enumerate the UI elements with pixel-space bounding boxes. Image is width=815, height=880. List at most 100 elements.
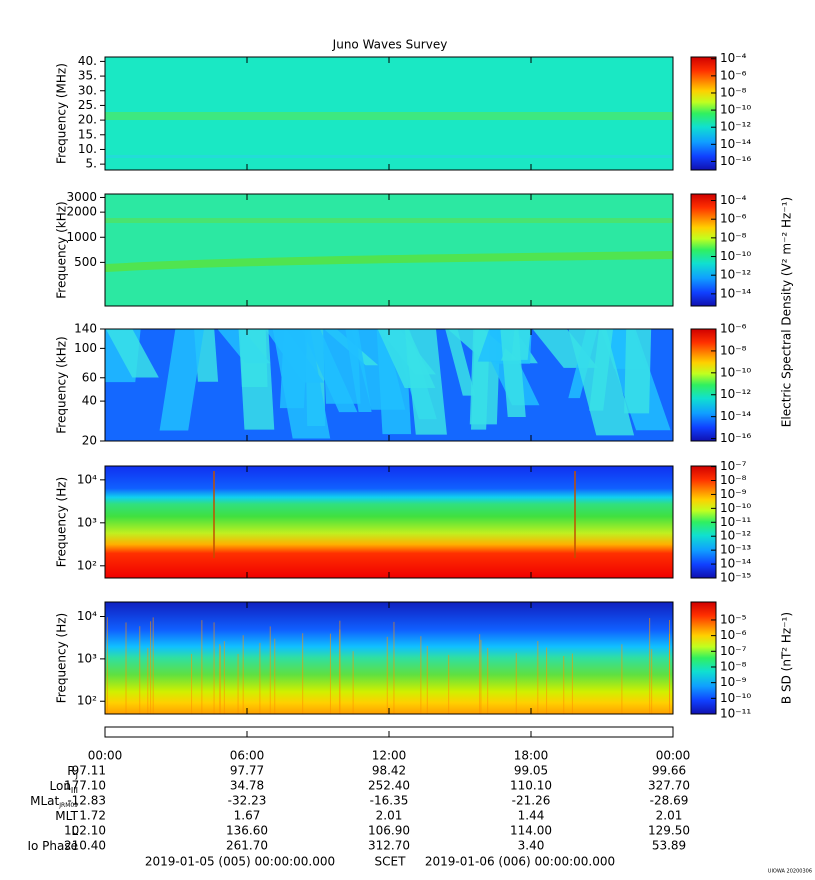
- y-tick-label: 10²: [77, 558, 97, 572]
- colorbar-tick-label: 10⁻¹⁰: [720, 501, 751, 515]
- x-tick-label: 06:00: [230, 749, 265, 763]
- colorbar-tick-label: 10⁻¹²: [720, 120, 751, 134]
- colorbar-label: Electric Spectral Density (V² m⁻² Hz⁻¹): [780, 197, 794, 427]
- spectrogram: [105, 329, 673, 441]
- ephemeris-label-text: Lon: [50, 779, 71, 793]
- chart-title: Juno Waves Survey: [332, 38, 448, 52]
- spectrum-bg: [105, 602, 673, 714]
- colorbar-tick-label: 10⁻¹¹: [720, 515, 751, 529]
- colorbar-tick-label: 10⁻⁶: [720, 322, 747, 336]
- colorbar: [690, 601, 717, 715]
- y-tick-label: 2000: [66, 205, 97, 219]
- ephemeris-value: 3.40: [518, 839, 545, 853]
- y-tick-label: 3000: [66, 190, 97, 204]
- spectrum-patch: [345, 329, 372, 413]
- colorbar-tick-label: 10⁻⁴: [720, 193, 747, 207]
- ephemeris-value: -16.35: [370, 794, 409, 808]
- spectrum-patch: [238, 329, 275, 430]
- spectrogram: [105, 466, 673, 578]
- ephemeris-value: 114.00: [510, 824, 552, 838]
- colorbar-tick-label: 10⁻¹⁴: [720, 409, 751, 423]
- y-tick-label: 10²: [77, 694, 97, 708]
- colorbar-tick-label: 10⁻¹²: [720, 387, 751, 401]
- colorbar-tick-label: 10⁻¹⁵: [720, 571, 751, 585]
- ephemeris-value: -21.26: [512, 794, 551, 808]
- y-axis-label: Frequency (Hz): [55, 613, 69, 704]
- ephemeris-label: RJ: [67, 764, 78, 780]
- ephemeris-value: 2.01: [376, 809, 403, 823]
- y-tick-label: 60: [82, 370, 97, 384]
- colorbar-tick-label: 10⁻⁸: [720, 230, 747, 244]
- spectrum-band: [105, 218, 673, 223]
- colorbar-tick-label: 10⁻⁴: [720, 51, 747, 65]
- y-axis-label: Frequency (MHz): [55, 63, 69, 164]
- y-tick-label: 10.: [78, 142, 97, 156]
- y-tick-label: 1000: [66, 230, 97, 244]
- ephemeris-value: 99.05: [514, 764, 548, 778]
- spectrogram: [105, 602, 673, 714]
- colorbar-tick-label: 10⁻¹⁴: [720, 137, 751, 151]
- colorbar-tick-label: 10⁻¹⁰: [720, 365, 751, 379]
- y-tick-label: 5.: [86, 157, 97, 171]
- spectrum-band: [105, 155, 673, 158]
- y-tick-label: 35.: [78, 69, 97, 83]
- colorbar-tick-label: 10⁻¹⁴: [720, 286, 751, 300]
- ephemeris-value: 102.10: [64, 824, 106, 838]
- colorbar-tick-label: 10⁻⁶: [720, 628, 747, 642]
- ephemeris-value: 312.70: [368, 839, 410, 853]
- y-tick-label: 140: [74, 322, 97, 336]
- colorbar-tick-label: 10⁻¹⁶: [720, 431, 751, 445]
- colorbar-tick-label: 10⁻⁹: [720, 675, 747, 689]
- colorbar-tick-label: 10⁻⁸: [720, 343, 747, 357]
- colorbar-tick-label: 10⁻¹²: [720, 268, 751, 282]
- ephemeris-value: -12.83: [67, 794, 106, 808]
- ephemeris-value: 34.78: [230, 779, 264, 793]
- colorbar: [690, 328, 717, 442]
- y-tick-label: 10⁴: [77, 472, 97, 486]
- ephemeris-value: 53.89: [652, 839, 686, 853]
- spectrum-patch: [589, 329, 614, 411]
- y-tick-label: 10³: [77, 651, 97, 665]
- colorbar-tick-label: 10⁻⁸: [720, 659, 747, 673]
- ephemeris-value: 129.50: [648, 824, 690, 838]
- colorbar-tick-label: 10⁻⁶: [720, 68, 747, 82]
- y-tick-label: 40.: [78, 54, 97, 68]
- colorbar-tick-label: 10⁻¹³: [720, 543, 751, 557]
- spectrum-patch: [377, 329, 436, 388]
- colorbar-tick-label: 10⁻⁶: [720, 212, 747, 226]
- ephemeris-value: 1.67: [234, 809, 261, 823]
- colorbar-tick-label: 10⁻⁵: [720, 612, 747, 626]
- ephemeris-value: 99.66: [652, 764, 686, 778]
- ephemeris-label: MLT: [55, 809, 78, 823]
- footer-start: 2019-01-05 (005) 00:00:00.000: [145, 855, 335, 869]
- y-tick-label: 20: [82, 434, 97, 448]
- colorbar: [690, 193, 717, 307]
- ephemeris-value: 110.10: [510, 779, 552, 793]
- y-tick-label: 10⁴: [77, 609, 97, 623]
- spectrum-patch: [500, 329, 526, 418]
- colorbar-tick-label: 10⁻⁹: [720, 487, 747, 501]
- spectrogram: [105, 57, 673, 170]
- spectrum-patch: [105, 329, 159, 378]
- ephemeris-value: 98.42: [372, 764, 406, 778]
- colorbar-tick-label: 10⁻⁷: [720, 644, 747, 658]
- ephemeris-value: 97.11: [72, 764, 106, 778]
- ephemeris-value: -28.69: [650, 794, 689, 808]
- ephemeris-label-text: L: [71, 824, 78, 838]
- ephemeris-value: 1.44: [518, 809, 545, 823]
- ephemeris-label: LonIII: [50, 779, 79, 795]
- y-tick-label: 500: [74, 255, 97, 269]
- stamp: UIOWA 20200306: [768, 869, 812, 875]
- x-tick-label: 00:00: [656, 749, 691, 763]
- colorbar-tick-label: 10⁻¹⁴: [720, 557, 751, 571]
- x-tick-label: 00:00: [88, 749, 123, 763]
- y-tick-label: 25.: [78, 98, 97, 112]
- colorbar-tick-label: 10⁻¹⁰: [720, 691, 751, 705]
- ephemeris-value: 210.40: [64, 839, 106, 853]
- ephemeris-value: 1.72: [79, 809, 106, 823]
- ephemeris-value: 252.40: [368, 779, 410, 793]
- ephemeris-value: 177.10: [64, 779, 106, 793]
- ephemeris-value: 106.90: [368, 824, 410, 838]
- y-axis-label: Frequency (kHz): [55, 336, 69, 433]
- ephemeris-label-text: Io Phase: [27, 839, 78, 853]
